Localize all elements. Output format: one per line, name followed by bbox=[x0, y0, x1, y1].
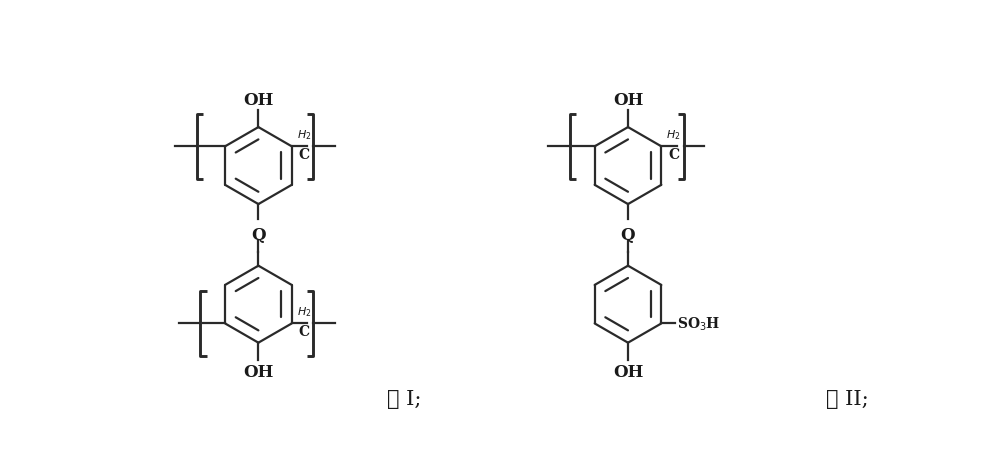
Text: C: C bbox=[298, 148, 310, 162]
Text: C: C bbox=[298, 325, 310, 338]
Text: Q: Q bbox=[621, 226, 635, 243]
Text: $H_2$: $H_2$ bbox=[666, 128, 681, 142]
Text: C: C bbox=[668, 148, 679, 162]
Text: OH: OH bbox=[243, 92, 274, 109]
Text: 式 I;: 式 I; bbox=[387, 389, 422, 408]
Text: Q: Q bbox=[251, 226, 266, 243]
Text: SO$_3$H: SO$_3$H bbox=[677, 315, 720, 332]
Text: $H_2$: $H_2$ bbox=[297, 128, 311, 142]
Text: $H_2$: $H_2$ bbox=[297, 305, 311, 318]
Text: 式 II;: 式 II; bbox=[826, 389, 869, 408]
Text: OH: OH bbox=[613, 92, 643, 109]
Text: OH: OH bbox=[243, 363, 274, 380]
Text: OH: OH bbox=[613, 363, 643, 380]
